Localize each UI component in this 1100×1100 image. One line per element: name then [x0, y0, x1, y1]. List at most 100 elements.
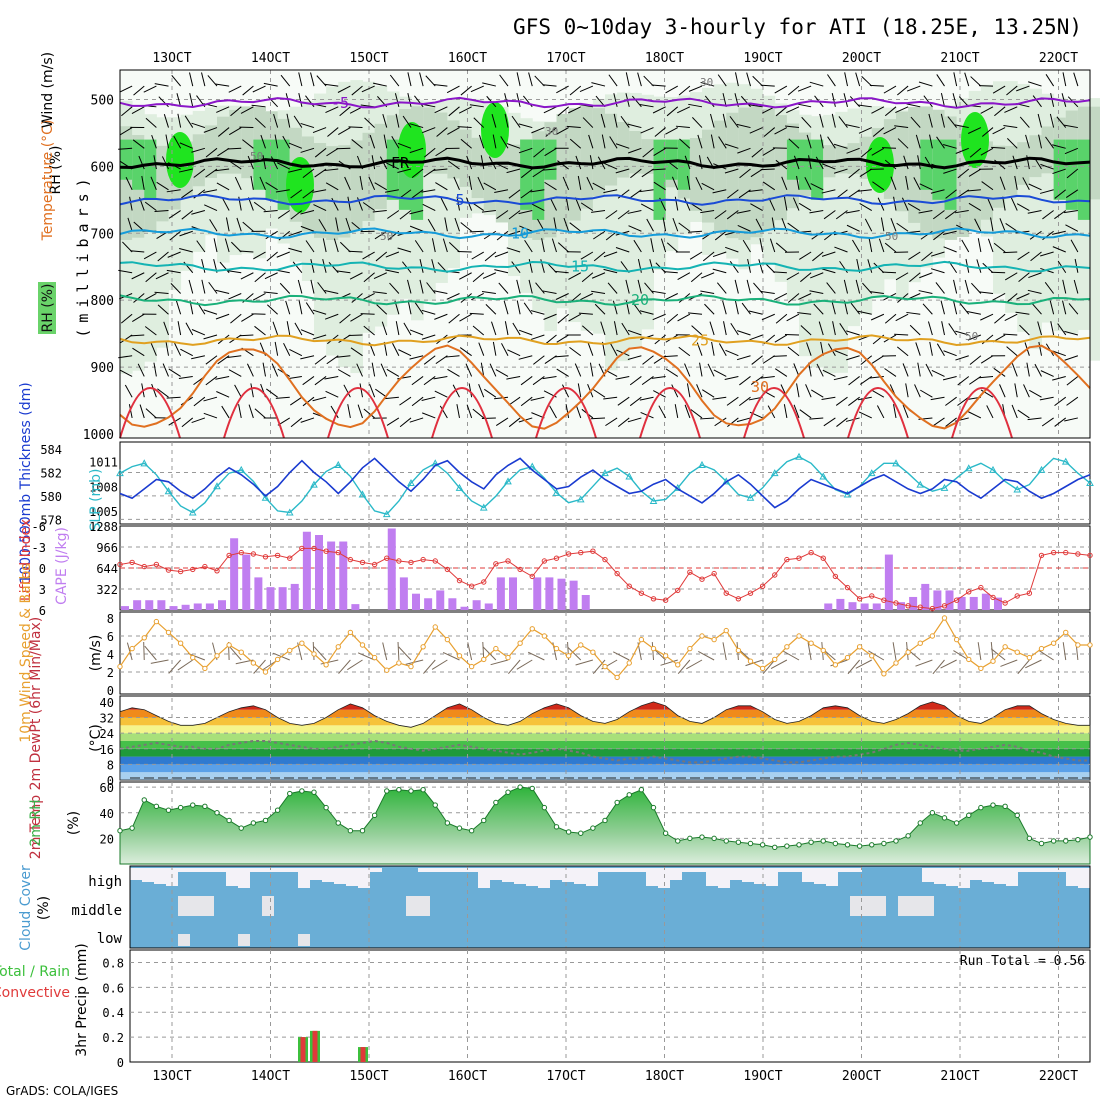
wind-barb — [775, 313, 788, 324]
wind-speed-point — [917, 640, 923, 646]
rh2m-point — [202, 803, 208, 810]
cloud-mid-clear — [418, 896, 430, 916]
wind-barb — [783, 404, 788, 419]
wind-barb — [868, 238, 873, 253]
rh2m-point — [759, 842, 766, 848]
wind-barb — [496, 210, 509, 219]
wind-barb — [383, 134, 388, 149]
wind-barbs — [118, 72, 1079, 428]
wind-barb — [893, 404, 897, 419]
wind-barb — [556, 127, 569, 135]
lifted-tick: 3 — [39, 583, 46, 597]
lifted-index-point — [978, 584, 984, 591]
wind-barb — [729, 116, 739, 128]
wind-barb — [979, 291, 994, 294]
wind-barb — [918, 81, 933, 87]
rh-contour-label: 50 — [250, 150, 263, 163]
wind-barb — [711, 341, 715, 356]
wind-barb — [528, 72, 533, 87]
wind-barb — [627, 210, 642, 214]
wind-barb — [501, 343, 509, 356]
wind-barb — [1028, 81, 1042, 87]
wind-barb — [653, 147, 666, 156]
wind-barb — [702, 389, 715, 398]
wind-barb — [184, 115, 194, 128]
cloud-high-clear — [322, 868, 334, 882]
lifted-index-line — [119, 547, 1091, 610]
wind-barb — [833, 143, 848, 149]
wind-barb — [262, 362, 266, 377]
slp-point — [213, 482, 221, 490]
rh2m-point — [141, 797, 147, 803]
cape-bar — [145, 600, 154, 610]
wind-barb — [809, 210, 824, 214]
wind-barb — [665, 368, 679, 377]
wind-speed-point — [1075, 642, 1081, 648]
wind-barb — [1074, 258, 1079, 273]
wind-barb — [293, 115, 303, 128]
wind-barb — [248, 404, 254, 419]
rh2m-point — [384, 788, 390, 794]
wind-barb — [663, 355, 678, 358]
wind-barb — [506, 168, 521, 174]
wind-barb — [489, 363, 497, 377]
wind-speed-point — [517, 640, 523, 646]
wind-barb — [465, 363, 473, 377]
rh-shade-mid — [617, 121, 630, 178]
wind-barb — [305, 240, 315, 253]
wind-barb — [300, 225, 315, 232]
cloud-high-clear — [922, 868, 934, 882]
wind-speed-point — [941, 615, 948, 621]
wind-barb — [423, 168, 436, 178]
wind-barb — [518, 123, 533, 129]
wind-barb — [1062, 279, 1067, 294]
rh2m-point — [262, 817, 269, 824]
wind-barb — [300, 329, 315, 336]
wind-barb — [324, 289, 339, 294]
wind-barb — [1064, 355, 1079, 361]
rh2m-point — [675, 838, 681, 844]
wind-barb — [481, 210, 496, 213]
top-x-axis: 13OCT 14OCT 15OCT 16OCT 17OCT 18OCT 19OCT 20OCT… — [152, 51, 1078, 66]
rh2m-point — [311, 789, 317, 795]
wind-barb — [835, 210, 848, 220]
wind-barb — [234, 384, 242, 398]
wind10-barb — [783, 650, 800, 661]
wind10-barb — [847, 659, 861, 675]
wind-barb — [280, 74, 291, 87]
wind-barb — [228, 293, 242, 300]
wind-barb — [191, 122, 206, 129]
wind-barb — [398, 349, 412, 357]
wind-barb — [843, 279, 848, 294]
cloud-high-clear — [1042, 868, 1054, 872]
cape-bar — [496, 577, 505, 610]
wind-barb — [870, 313, 885, 321]
wind-barb — [845, 417, 860, 422]
wind-barb — [191, 147, 206, 153]
rh2m-point — [1050, 838, 1057, 844]
wind-barb — [836, 417, 848, 427]
rh-shade-light — [823, 114, 836, 374]
wind-speed-point — [953, 636, 960, 643]
run-total-label: Run Total = 0.56 — [960, 954, 1085, 969]
wind-barb — [921, 251, 933, 262]
wind-barb — [805, 384, 812, 398]
wind-barb — [421, 309, 436, 315]
rh2m-point — [820, 838, 826, 844]
rh2m-point — [869, 842, 875, 848]
rh-shade-mid — [544, 122, 557, 238]
slp-point — [1086, 478, 1094, 486]
wind-barb — [478, 383, 485, 398]
wind-barb — [533, 147, 545, 158]
wind-barb — [969, 355, 982, 365]
wind-barb — [459, 313, 472, 322]
wind-barb — [1031, 303, 1042, 315]
rh2m-point — [190, 802, 196, 808]
wind-barb — [292, 261, 303, 274]
wind-barb — [435, 147, 448, 157]
wind-barb — [1050, 321, 1055, 336]
rh2m-point — [323, 804, 329, 811]
wind-barb — [932, 417, 945, 427]
wind-barb — [227, 355, 242, 358]
wind-barb — [651, 84, 666, 87]
